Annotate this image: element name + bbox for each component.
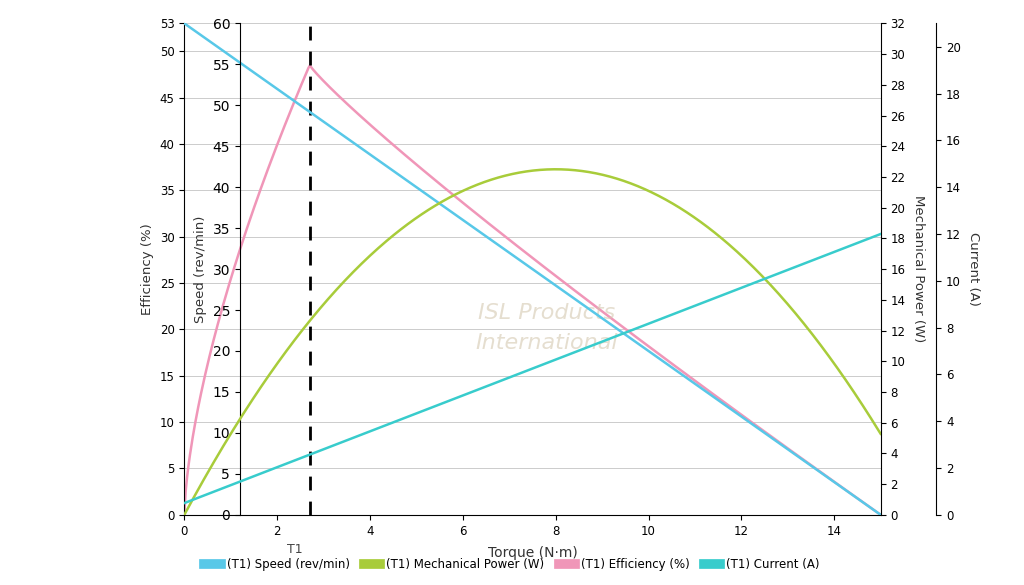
Y-axis label: Efficiency (%): Efficiency (%) (141, 223, 155, 315)
Text: T1: T1 (287, 543, 302, 556)
Legend: (T1) Speed (rev/min), (T1) Mechanical Power (W), (T1) Efficiency (%), (T1) Curre: (T1) Speed (rev/min), (T1) Mechanical Po… (200, 554, 824, 576)
X-axis label: Torque (N·m): Torque (N·m) (487, 546, 578, 560)
Text: ISL Products
International: ISL Products International (475, 303, 617, 353)
Y-axis label: Mechanical Power (W): Mechanical Power (W) (911, 195, 925, 343)
Y-axis label: Current (A): Current (A) (968, 232, 980, 306)
Y-axis label: Speed (rev/min): Speed (rev/min) (194, 215, 207, 323)
